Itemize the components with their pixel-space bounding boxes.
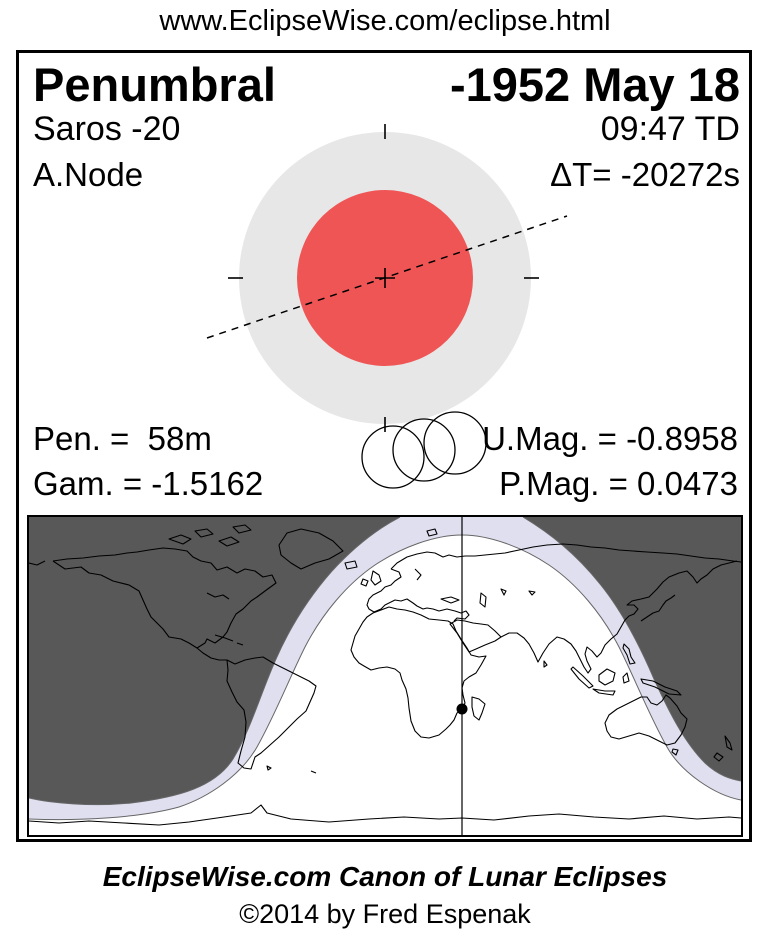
card-border xyxy=(16,50,752,842)
umbral-magnitude: U.Mag. = -0.8958 xyxy=(482,420,738,457)
moon-path-line xyxy=(206,215,568,339)
moon-contact-circle-p4 xyxy=(361,425,425,489)
band-inner-edge xyxy=(28,534,742,821)
greatest-eclipse-time: 09:47 TD xyxy=(600,110,740,148)
visibility-map-frame xyxy=(27,515,743,837)
saros-series: Saros -20 xyxy=(33,110,181,148)
sub-lunar-point xyxy=(456,703,468,715)
canon-title: EclipseWise.com Canon of Lunar Eclipses xyxy=(102,861,668,892)
coastlines xyxy=(28,524,742,826)
site-url: www.EclipseWise.com/eclipse.html xyxy=(159,5,611,37)
band-outer-edge-east xyxy=(522,516,742,782)
node-type: A.Node xyxy=(33,156,144,193)
band-outer-edge-west xyxy=(28,516,401,806)
moon-contact-circles xyxy=(361,411,487,489)
not-visible-region-west xyxy=(29,517,400,805)
band-edges xyxy=(28,516,742,821)
penumbral-duration: Pen. = 58m xyxy=(33,420,212,457)
shadow-diagram xyxy=(206,124,568,489)
visibility-map xyxy=(28,516,742,835)
penumbral-magnitude: P.Mag. = 0.0473 xyxy=(499,465,738,502)
moon-contact-circle-p1 xyxy=(423,411,487,475)
gamma-value: Gam. = -1.5162 xyxy=(33,465,264,502)
not-visible-region-east xyxy=(523,517,741,781)
moon-contact-circle-greatest xyxy=(392,418,456,482)
eclipse-date: -1952 May 18 xyxy=(449,58,740,111)
copyright-notice: ©2014 by Fred Espenak xyxy=(239,899,531,929)
eclipse-type: Penumbral xyxy=(33,58,276,111)
delta-t-value: ΔT= -20272s xyxy=(550,156,740,193)
